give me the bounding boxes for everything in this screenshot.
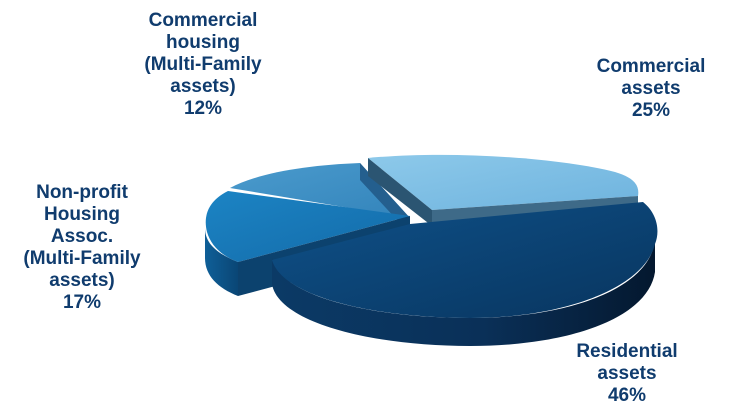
pie-slice-nonprofit-side [205,228,238,296]
pie-slice-commercial-top [368,154,639,210]
pie-slice-residential-top [272,202,658,318]
label-commercial-housing: Commercial housing (Multi-Family assets)… [144,10,262,119]
label-commercial: Commercial assets 25% [596,56,706,121]
pie-slice-residential [272,202,658,346]
label-nonprofit: Non-profit Housing Assoc. (Multi-Family … [23,182,141,313]
pie-slice-commercial-cut [368,158,432,226]
label-residential: Residential assets 46% [576,341,678,406]
pie-slice-nonprofit-top [205,191,410,262]
pie-slice-residential-side [272,240,655,346]
